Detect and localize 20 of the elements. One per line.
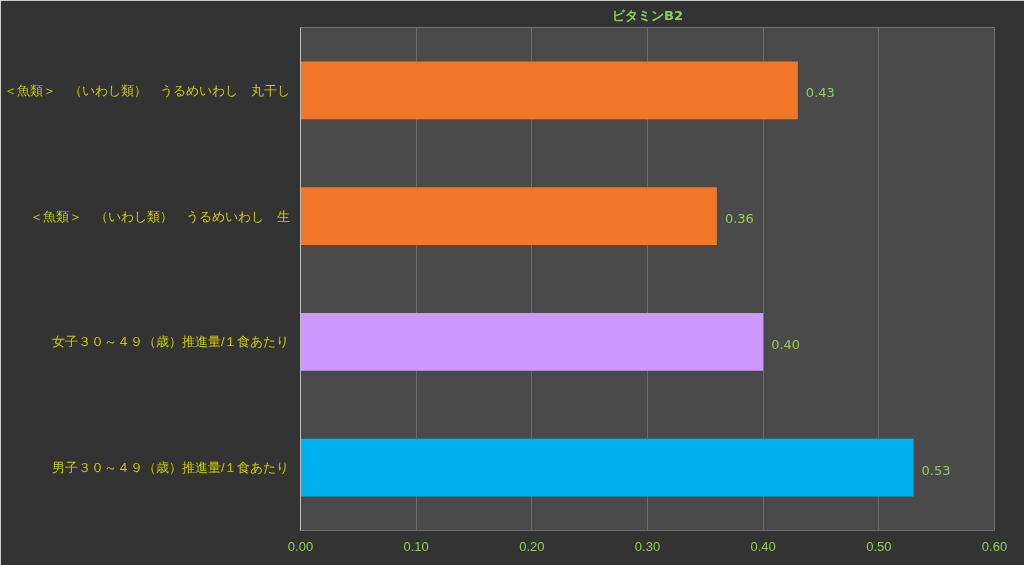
data-label: 0.36 [724, 211, 754, 227]
x-tick-label: 0.40 [750, 538, 776, 554]
x-tick-label: 0.10 [403, 538, 429, 554]
x-tick-label: 0.00 [287, 538, 314, 554]
x-tick-label: 0.50 [866, 538, 892, 554]
y-tick-label: 女子３０～４９（歳）推進量/１食あたり [51, 334, 290, 350]
x-tick-label: 0.60 [981, 538, 1008, 554]
x-tick-label: 0.30 [634, 538, 661, 554]
data-label: 0.43 [805, 85, 835, 101]
bar [300, 61, 798, 120]
y-tick-label: ＜魚類＞ （いわし類） うるめいわし 生 [29, 208, 290, 224]
x-tick-label: 0.20 [519, 538, 545, 554]
y-tick-label: ＜魚類＞ （いわし類） うるめいわし 丸干し [3, 82, 290, 98]
chart-title: ビタミンB2 [612, 7, 683, 23]
bar [300, 438, 914, 497]
data-label: 0.53 [921, 462, 951, 478]
bar [300, 187, 717, 246]
data-label: 0.40 [771, 336, 801, 352]
y-tick-label: 男子３０～４９（歳）推進量/１食あたり [51, 460, 290, 476]
bar [300, 312, 764, 371]
